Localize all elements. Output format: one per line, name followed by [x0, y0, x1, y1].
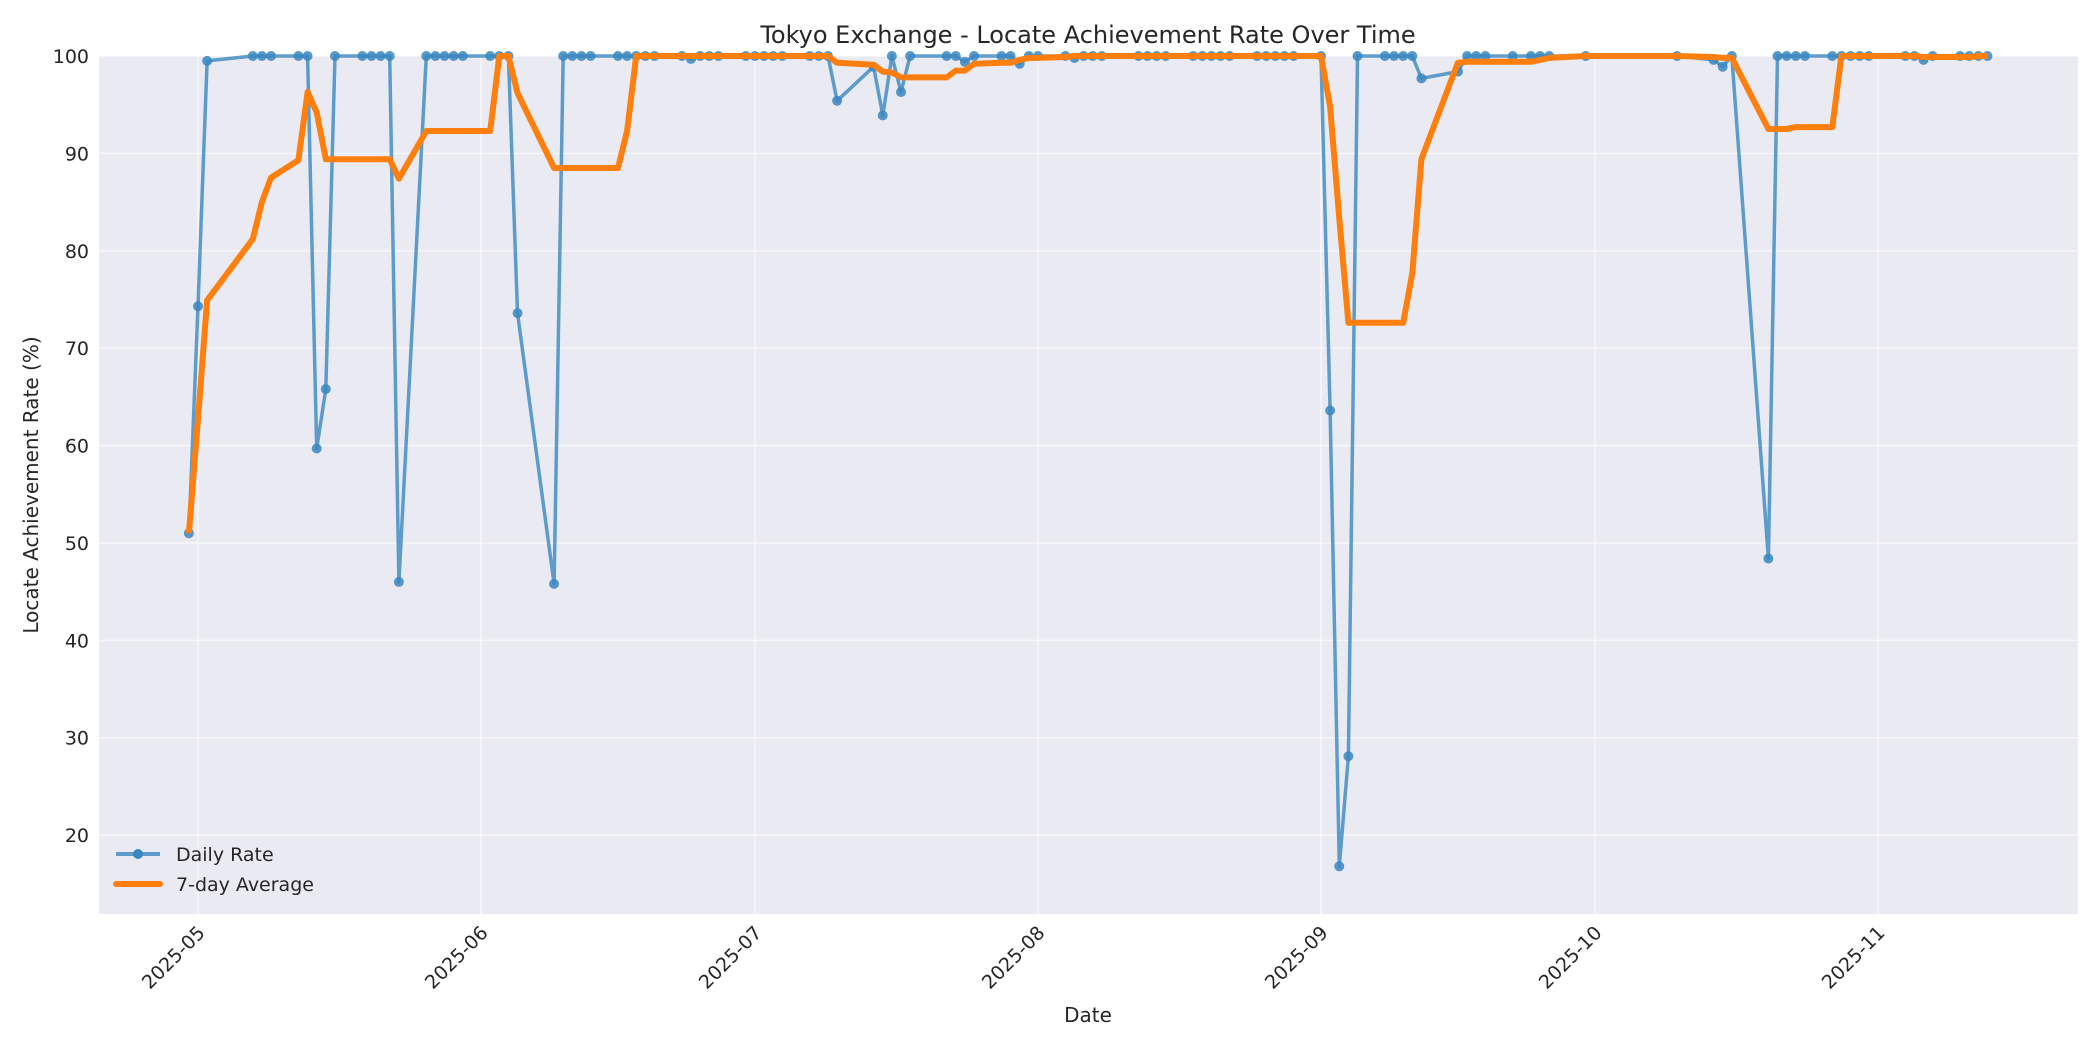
- data-point-marker: [549, 578, 560, 589]
- data-point-marker: [439, 51, 450, 61]
- data-point-marker: [430, 51, 441, 61]
- data-point-marker: [622, 51, 633, 61]
- data-point-marker: [1471, 51, 1482, 61]
- legend-label-daily-rate: Daily Rate: [176, 844, 274, 866]
- data-point-marker: [1827, 51, 1838, 61]
- data-point-marker: [320, 384, 331, 395]
- y-tick-label: 30: [65, 728, 89, 750]
- seven-day-average-series: [185, 53, 1988, 534]
- data-point-marker: [202, 55, 213, 66]
- data-point-marker: [1352, 51, 1363, 61]
- data-point-marker: [1790, 51, 1801, 61]
- y-tick-label: 80: [65, 241, 89, 263]
- data-point-marker: [905, 51, 916, 61]
- data-point-marker: [877, 110, 888, 121]
- data-point-marker: [1763, 553, 1774, 564]
- data-point-marker: [375, 51, 386, 61]
- data-point-marker: [247, 51, 258, 61]
- data-point-marker: [393, 576, 404, 587]
- x-axis-ticks: 2025-05 2025-06 2025-07 2025-08 2025-09 2025-…: [138, 922, 1890, 994]
- legend-item-daily-rate: Daily Rate: [116, 844, 274, 866]
- data-point-marker: [193, 301, 203, 312]
- data-point-marker: [832, 95, 843, 106]
- data-point-marker: [384, 51, 395, 61]
- data-point-marker: [886, 51, 897, 61]
- data-point-marker: [1398, 51, 1409, 61]
- data-point-marker: [311, 443, 322, 454]
- x-tick-label: 2025-07: [695, 922, 767, 994]
- data-point-marker: [357, 51, 368, 61]
- data-point-marker: [512, 308, 523, 319]
- x-tick-label: 2025-10: [1535, 922, 1607, 994]
- legend-item-7-day-average: 7-day Average: [113, 874, 314, 896]
- x-tick-label: 2025-05: [138, 922, 210, 994]
- data-point-marker: [941, 51, 952, 61]
- seven-day-average-line: [185, 53, 1988, 534]
- y-tick-label: 40: [65, 630, 89, 652]
- data-point-marker: [1325, 405, 1336, 416]
- data-point-marker: [256, 51, 267, 61]
- x-axis-label: Date: [1064, 1003, 1112, 1027]
- y-axis-label: Locate Achievement Rate (%): [19, 336, 43, 633]
- legend: Daily Rate 7-day Average: [113, 844, 314, 896]
- y-tick-label: 90: [65, 143, 89, 165]
- plot-area: [99, 56, 2078, 914]
- y-tick-label: 100: [53, 46, 89, 68]
- data-point-marker: [585, 51, 596, 61]
- data-point-marker: [329, 51, 340, 61]
- y-tick-label: 50: [65, 533, 89, 555]
- legend-label-7-day-average: 7-day Average: [176, 874, 314, 896]
- data-point-marker: [1799, 51, 1810, 61]
- data-point-marker: [448, 51, 459, 61]
- data-point-marker: [612, 51, 623, 61]
- data-point-marker: [1334, 861, 1345, 872]
- data-point-marker: [1480, 51, 1491, 61]
- data-point-marker: [896, 87, 907, 98]
- y-tick-label: 60: [65, 436, 89, 458]
- data-point-marker: [1462, 51, 1473, 61]
- data-point-marker: [576, 51, 587, 61]
- series-layer: [183, 51, 1993, 872]
- x-tick-label: 2025-09: [1261, 922, 1333, 994]
- data-point-marker: [302, 51, 313, 61]
- data-point-marker: [293, 51, 304, 61]
- data-point-marker: [421, 51, 432, 61]
- data-point-marker: [457, 51, 468, 61]
- data-point-marker: [266, 51, 277, 61]
- data-point-marker: [1717, 61, 1728, 72]
- data-point-marker: [996, 51, 1007, 61]
- data-point-marker: [1389, 51, 1400, 61]
- data-point-marker: [1343, 751, 1354, 762]
- chart-title: Tokyo Exchange - Locate Achievement Rate…: [759, 21, 1415, 49]
- y-tick-label: 20: [65, 825, 89, 847]
- x-tick-label: 2025-11: [1818, 922, 1890, 994]
- data-point-marker: [1507, 51, 1518, 61]
- data-point-marker: [1379, 51, 1390, 61]
- data-point-marker: [1005, 51, 1016, 61]
- data-point-marker: [950, 51, 961, 61]
- data-point-marker: [1407, 51, 1418, 61]
- data-point-marker: [1416, 73, 1427, 84]
- x-tick-label: 2025-06: [421, 922, 493, 994]
- y-axis-ticks: 20 30 40 50 60 70 80 90 100: [53, 46, 89, 847]
- x-tick-label: 2025-08: [978, 922, 1050, 994]
- data-point-marker: [969, 51, 980, 61]
- data-point-marker: [1772, 51, 1783, 61]
- data-point-marker: [366, 51, 377, 61]
- data-point-marker: [1781, 51, 1792, 61]
- data-point-marker: [567, 51, 578, 61]
- daily-rate-legend-marker-icon: [133, 849, 143, 859]
- y-tick-label: 70: [65, 338, 89, 360]
- data-point-marker: [485, 51, 496, 61]
- data-point-marker: [959, 56, 970, 67]
- data-point-marker: [558, 51, 569, 61]
